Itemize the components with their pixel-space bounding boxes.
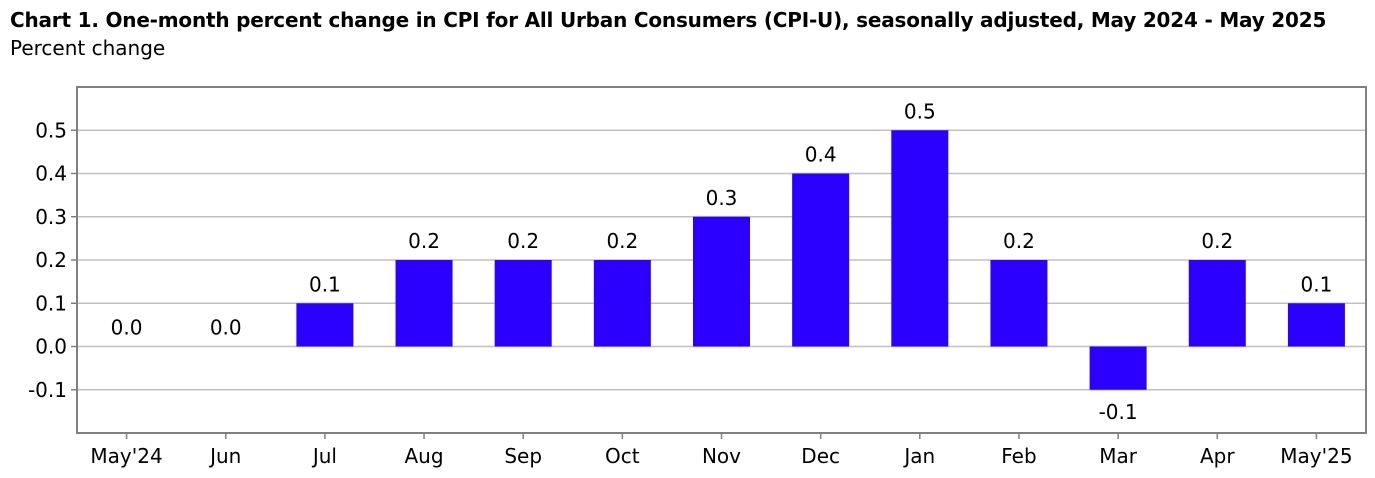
- y-tick-label: -0.1: [28, 378, 67, 402]
- bar: [693, 216, 750, 347]
- y-tick-label: 0.2: [35, 248, 67, 272]
- y-tick-label: 0.1: [35, 291, 67, 315]
- y-tick-label: 0.5: [35, 118, 67, 142]
- bar: [792, 173, 850, 347]
- bar: [593, 260, 651, 347]
- bar: [494, 260, 552, 347]
- x-tick-label: Sep: [504, 444, 542, 468]
- x-tick-label: May'24: [90, 444, 162, 468]
- data-label: 0.1: [1301, 272, 1333, 296]
- x-axis-ticks: May'24 Jun Jul Aug Sep Oct Nov Dec Jan Feb Mar Apr M…: [90, 433, 1353, 468]
- x-tick-label: Jun: [208, 444, 241, 468]
- data-label: 0.2: [408, 229, 440, 253]
- data-label: 0.5: [904, 99, 936, 123]
- bar: [990, 260, 1048, 347]
- data-label: 0.3: [706, 186, 738, 210]
- x-tick-label: Dec: [801, 444, 840, 468]
- bar: [891, 130, 949, 347]
- chart-subtitle: Percent change: [10, 36, 166, 60]
- data-labels: 0.0 0.0 0.1 0.2 0.2 0.2 0.3 0.4 0.5 0.2 -0.1 0.2 0.1: [111, 99, 1333, 424]
- x-tick-label: Feb: [1001, 444, 1036, 468]
- bar: [1089, 346, 1147, 390]
- x-tick-label: Jul: [311, 444, 337, 468]
- data-label: 0.0: [210, 316, 242, 340]
- bar: [296, 303, 354, 347]
- x-tick-label: Nov: [702, 444, 741, 468]
- x-tick-label: Aug: [405, 444, 444, 468]
- bar: [395, 260, 453, 347]
- data-label: 0.0: [111, 316, 143, 340]
- data-label: 0.4: [805, 143, 837, 167]
- bars: [296, 130, 1345, 390]
- data-label: 0.2: [1201, 229, 1233, 253]
- y-tick-label: 0.3: [35, 205, 67, 229]
- x-tick-label: Apr: [1200, 444, 1235, 468]
- y-axis-ticks: -0.1 0.0 0.1 0.2 0.3 0.4 0.5: [28, 118, 77, 402]
- data-label: 0.2: [606, 229, 638, 253]
- y-tick-label: 0.0: [35, 335, 67, 359]
- bar: [1287, 303, 1345, 347]
- y-tick-label: 0.4: [35, 162, 67, 186]
- x-tick-label: Jan: [902, 444, 935, 468]
- data-label: 0.2: [507, 229, 539, 253]
- x-tick-label: May'25: [1280, 444, 1352, 468]
- data-label: 0.1: [309, 272, 341, 296]
- x-tick-label: Oct: [605, 444, 640, 468]
- data-label: 0.2: [1003, 229, 1035, 253]
- x-tick-label: Mar: [1099, 444, 1138, 468]
- bar: [1188, 260, 1246, 347]
- data-label: -0.1: [1099, 400, 1138, 424]
- chart-title: Chart 1. One-month percent change in CPI…: [10, 8, 1327, 32]
